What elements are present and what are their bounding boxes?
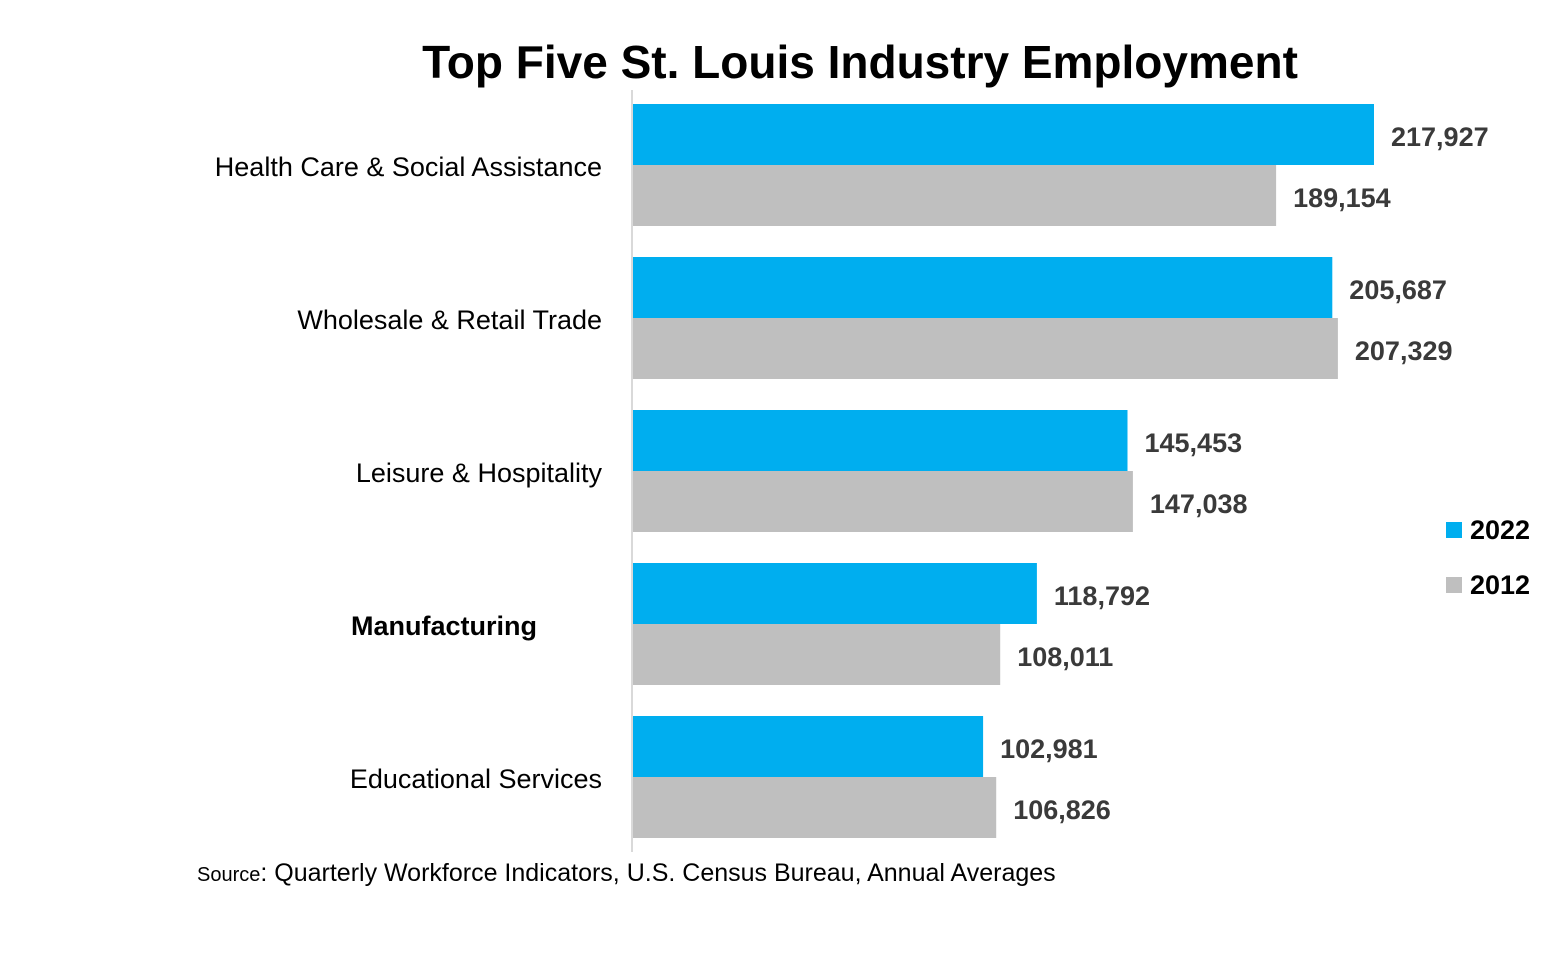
bar-2012-manufacturing (633, 624, 1001, 685)
bar-2012-wholesale-retail-trade (633, 318, 1338, 379)
source-prefix: Source (197, 864, 260, 886)
value-label-2012-manufacturing: 108,011 (1017, 642, 1113, 672)
category-label-educational-services: Educational Services (350, 764, 602, 794)
bar-2012-educational-services (633, 777, 997, 838)
category-label-manufacturing: Manufacturing (351, 611, 537, 641)
bar-2022-health-care-social-assistance (633, 104, 1374, 165)
bar-2012-leisure-hospitality (633, 471, 1133, 532)
value-label-2022-educational-services: 102,981 (1000, 734, 1098, 764)
bar-2022-educational-services (633, 716, 984, 777)
legend-label-2012: 2012 (1470, 570, 1530, 600)
source-text: : Quarterly Workforce Indicators, U.S. C… (260, 859, 1055, 887)
category-label-leisure-hospitality: Leisure & Hospitality (356, 458, 603, 488)
bar-2022-leisure-hospitality (633, 410, 1128, 471)
source-note: Source: Quarterly Workforce Indicators, … (197, 859, 1056, 887)
bar-2012-health-care-social-assistance (633, 165, 1277, 226)
legend-swatch-2012 (1446, 577, 1462, 593)
category-label-health-care-social-assistance: Health Care & Social Assistance (215, 152, 602, 182)
chart-title: Top Five St. Louis Industry Employment (422, 36, 1298, 88)
legend: 2022 2012 (1446, 515, 1530, 600)
value-label-2012-educational-services: 106,826 (1013, 795, 1111, 825)
value-label-2022-health-care-social-assistance: 217,927 (1391, 122, 1489, 152)
legend-label-2022: 2022 (1470, 515, 1530, 545)
legend-swatch-2022 (1446, 522, 1462, 538)
category-labels: Health Care & Social Assistance Wholesale… (215, 152, 603, 794)
bars (633, 104, 1374, 838)
bar-2022-wholesale-retail-trade (633, 257, 1333, 318)
value-label-2022-leisure-hospitality: 145,453 (1145, 428, 1243, 458)
value-labels: 217,927 189,154 205,687 207,329 145,453 147,0… (1000, 122, 1489, 825)
value-label-2012-leisure-hospitality: 147,038 (1150, 489, 1248, 519)
category-label-wholesale-retail-trade: Wholesale & Retail Trade (297, 305, 602, 335)
value-label-2012-health-care-social-assistance: 189,154 (1293, 183, 1391, 213)
value-label-2022-wholesale-retail-trade: 205,687 (1349, 275, 1447, 305)
value-label-2012-wholesale-retail-trade: 207,329 (1355, 336, 1453, 366)
bar-2022-manufacturing (633, 563, 1037, 624)
value-label-2022-manufacturing: 118,792 (1054, 581, 1150, 611)
